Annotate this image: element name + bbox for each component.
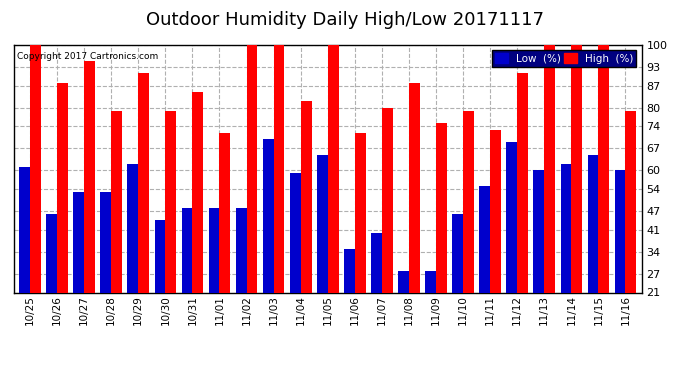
Bar (382, 108, 393, 292)
Bar (128, 164, 138, 292)
Bar (518, 73, 528, 292)
Bar (571, 45, 582, 292)
Bar (166, 111, 176, 292)
Bar (328, 45, 339, 292)
Bar (436, 123, 447, 292)
Bar (588, 154, 598, 292)
Bar (480, 186, 490, 292)
Bar (615, 170, 625, 292)
Text: Copyright 2017 Cartronics.com: Copyright 2017 Cartronics.com (17, 53, 158, 62)
Bar (111, 111, 122, 292)
Bar (263, 139, 274, 292)
Bar (463, 111, 474, 292)
Bar (155, 220, 166, 292)
Bar (425, 271, 436, 292)
Bar (452, 214, 463, 292)
Bar (19, 167, 30, 292)
Bar (355, 133, 366, 292)
Bar (73, 192, 84, 292)
Bar (598, 45, 609, 292)
Bar (246, 45, 257, 292)
Bar (181, 208, 193, 292)
Bar (30, 45, 41, 292)
Bar (398, 271, 409, 292)
Bar (236, 208, 246, 292)
Bar (317, 154, 328, 292)
Bar (193, 92, 204, 292)
Bar (290, 174, 301, 292)
Bar (490, 130, 501, 292)
Bar (57, 82, 68, 292)
Bar (506, 142, 518, 292)
Bar (101, 192, 111, 292)
Bar (371, 233, 382, 292)
Bar (409, 82, 420, 292)
Bar (208, 208, 219, 292)
Bar (625, 111, 636, 292)
Bar (560, 164, 571, 292)
Bar (274, 45, 284, 292)
Bar (138, 73, 149, 292)
Bar (46, 214, 57, 292)
Bar (344, 249, 355, 292)
Bar (84, 61, 95, 292)
Legend: Low  (%), High  (%): Low (%), High (%) (492, 50, 636, 67)
Bar (544, 45, 555, 292)
Bar (533, 170, 544, 292)
Bar (301, 101, 311, 292)
Text: Outdoor Humidity Daily High/Low 20171117: Outdoor Humidity Daily High/Low 20171117 (146, 11, 544, 29)
Bar (219, 133, 230, 292)
